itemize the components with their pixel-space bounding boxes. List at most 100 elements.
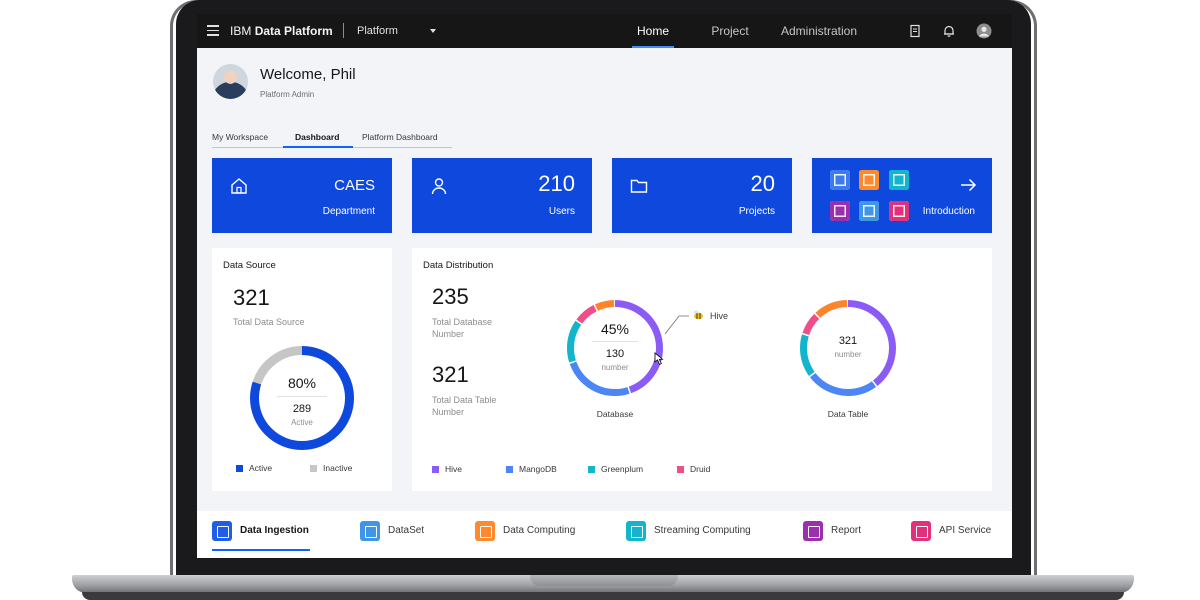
database-caption: Database — [596, 409, 634, 419]
data-source-count: 289 — [292, 403, 312, 415]
hamburger-menu-icon[interactable] — [207, 25, 219, 36]
nav-project[interactable]: Project — [711, 24, 749, 38]
database-donut-segment-Hive[interactable] — [567, 300, 663, 396]
service-api-service-label: API Service — [939, 525, 992, 536]
data-table-donut-segment-Greenplum[interactable] — [800, 300, 896, 396]
database-donut-segment-Greenplum[interactable] — [567, 300, 663, 396]
service-data-computing-label: Data Computing — [503, 525, 576, 536]
legend-inactive-swatch — [310, 465, 317, 472]
service-active-indicator — [212, 549, 310, 551]
service-streaming-computing-label: Streaming Computing — [654, 525, 751, 536]
report-icon — [803, 521, 823, 541]
database-total: 235 — [432, 284, 469, 309]
data-source-center-divider — [277, 396, 327, 397]
data-source-donut[interactable] — [249, 345, 355, 451]
data-source-percent: 80% — [287, 375, 317, 391]
data-source-total: 321 — [233, 285, 270, 310]
tab-my-workspace[interactable]: My Workspace — [212, 132, 269, 142]
data-table-donut[interactable] — [799, 299, 897, 397]
legend-mangodb-label: MangoDB — [519, 464, 557, 474]
service-dataset-label: DataSet — [388, 525, 425, 536]
data-table-donut-segment-MangoDB[interactable] — [800, 300, 896, 396]
database-donut[interactable] — [566, 299, 664, 397]
legend-inactive: Inactive — [310, 463, 352, 473]
user-icon — [431, 178, 447, 195]
users-value: 210 — [538, 171, 575, 196]
users-tile[interactable]: 210 Users — [412, 158, 592, 233]
database-percent: 45% — [600, 321, 630, 337]
service-data-ingestion-label: Data Ingestion — [240, 525, 309, 536]
data-source-count-label: Active — [291, 418, 313, 427]
introduction-tile[interactable]: Introduction — [812, 158, 992, 233]
table-total-label: Total Data Table Number — [432, 395, 497, 417]
data-source-title: Data Source — [223, 260, 276, 271]
intro-streaming-icon — [889, 170, 909, 190]
hive-callout-label: Hive — [710, 311, 729, 321]
folder-icon — [630, 179, 648, 193]
user-avatar-icon[interactable] — [976, 23, 992, 39]
users-label: Users — [548, 206, 575, 217]
app-screen: IBM Data Platform Platform Home Project … — [197, 14, 1012, 558]
department-label: Department — [322, 206, 375, 217]
brand-name: Data Platform — [254, 24, 333, 38]
legend-active-label: Active — [249, 463, 273, 473]
database-total-label: Total Database Number — [432, 317, 493, 339]
api-service-icon — [911, 521, 931, 541]
tab-platform-dashboard[interactable]: Platform Dashboard — [362, 132, 438, 142]
data-table-count-label: number — [834, 350, 862, 359]
projects-label: Projects — [738, 206, 775, 217]
introduction-label: Introduction — [922, 206, 975, 217]
intro-report-icon — [830, 201, 850, 221]
database-count: 130 — [605, 348, 625, 360]
database-center-divider — [592, 341, 638, 342]
hive-bee-icon — [693, 310, 703, 320]
legend-hive-swatch — [432, 466, 439, 473]
database-donut-segment-MangoDB[interactable] — [567, 300, 663, 396]
service-bar: Data Ingestion DataSet Data Computing St… — [197, 511, 1012, 558]
projects-tile[interactable]: 20 Projects — [612, 158, 792, 233]
arrow-right-icon[interactable] — [960, 178, 977, 192]
intro-api-icon — [889, 201, 909, 221]
data-source-donut-segment-inactive[interactable] — [250, 346, 354, 450]
nav-administration[interactable]: Administration — [780, 24, 858, 38]
home-icon — [231, 178, 247, 194]
legend-active-swatch — [236, 465, 243, 472]
data-source-donut-center: 80% 289 Active — [249, 345, 355, 451]
tab-dashboard[interactable]: Dashboard — [295, 132, 340, 142]
notification-bell-icon[interactable] — [942, 24, 956, 38]
data-source-card: Data Source 321 Total Data Source 80% 28… — [212, 248, 392, 491]
header-divider — [343, 23, 344, 38]
data-table-donut-segment-Hive[interactable] — [800, 300, 896, 396]
department-value: CAES — [334, 177, 375, 194]
legend-druid-label: Druid — [690, 464, 711, 474]
intro-computing-icon — [859, 170, 879, 190]
user-photo-avatar[interactable] — [213, 64, 248, 99]
legend-greenplum-swatch — [588, 466, 595, 473]
data-source-total-label: Total Data Source — [233, 317, 305, 327]
legend-hive-label: Hive — [445, 464, 463, 474]
legend-druid-swatch — [677, 466, 684, 473]
data-table-count: 321 — [838, 335, 858, 347]
data-distribution-card: Data Distribution 235 Total Database Num… — [412, 248, 992, 491]
data-table-donut-center: 321 number — [799, 299, 897, 397]
data-computing-icon — [475, 521, 495, 541]
document-icon[interactable] — [908, 24, 922, 38]
brand-prefix: IBM — [230, 24, 252, 38]
mouse-pointer-icon — [654, 352, 664, 366]
legend-mangodb: MangoDB — [506, 464, 557, 474]
platform-switcher[interactable]: Platform — [357, 25, 398, 37]
projects-value: 20 — [750, 171, 775, 196]
intro-ingestion-icon — [830, 170, 850, 190]
brand-title[interactable]: IBM Data Platform — [230, 24, 333, 38]
legend-inactive-label: Inactive — [323, 463, 353, 473]
department-tile[interactable]: CAES Department — [212, 158, 392, 233]
chevron-down-icon[interactable] — [430, 29, 436, 33]
legend-active: Active — [236, 463, 272, 473]
legend-hive: Hive — [432, 464, 462, 474]
legend-druid: Druid — [677, 464, 710, 474]
nav-home[interactable]: Home — [632, 14, 674, 48]
welcome-greeting: Welcome, Phil — [260, 66, 356, 83]
user-role: Platform Admin — [260, 90, 315, 99]
data-table-caption: Data Table — [827, 409, 869, 419]
database-donut-center: 45% 130 number — [566, 299, 664, 397]
